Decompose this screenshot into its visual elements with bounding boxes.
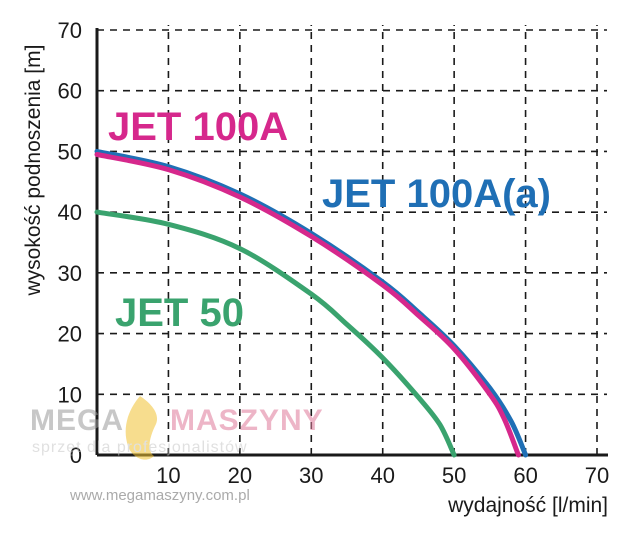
y-tick-label: 10: [58, 382, 82, 407]
y-tick-label: 0: [70, 443, 82, 468]
grid: [97, 25, 607, 455]
y-tick-label: 50: [58, 139, 82, 164]
y-tick-label: 30: [58, 261, 82, 286]
series-line-jet100a: [94, 152, 521, 458]
watermark-brand-left: MEGA: [30, 404, 124, 437]
flame-icon: [125, 396, 158, 460]
x-tick-label: 70: [585, 463, 609, 488]
y-axis-title: wysokość podnoszenia [m]: [22, 45, 45, 297]
series-label-jet100a-a: JET 100A(a): [322, 172, 551, 216]
x-tick-label: 50: [442, 463, 466, 488]
series-curves: [94, 148, 529, 458]
series-label-jet100a: JET 100A: [108, 105, 288, 149]
y-tick-label: 70: [58, 18, 82, 43]
y-tick-label: 40: [58, 200, 82, 225]
y-tick-labels: 0 10 20 30 40 50 60 70: [58, 18, 82, 468]
axes: [95, 28, 608, 457]
x-tick-label: 60: [513, 463, 537, 488]
watermark: MEGA MASZYNY sprzęt dla profesjonalistów: [30, 396, 324, 460]
series-line-jet50: [94, 209, 457, 458]
y-tick-label: 20: [58, 322, 82, 347]
x-tick-labels: 10 20 30 40 50 60 70: [156, 463, 609, 488]
x-tick-label: 30: [299, 463, 323, 488]
y-tick-label: 60: [58, 79, 82, 104]
series-label-jet50: JET 50: [115, 291, 244, 335]
x-tick-label: 20: [228, 463, 252, 488]
x-axis-title: wydajność [l/min]: [447, 494, 608, 517]
watermark-brand-right: MASZYNY: [170, 404, 324, 437]
x-tick-label: 10: [156, 463, 180, 488]
watermark-tagline: sprzęt dla profesjonalistów: [32, 439, 248, 456]
x-tick-label: 40: [370, 463, 394, 488]
watermark-url: www.megamaszyny.com.pl: [69, 487, 250, 504]
